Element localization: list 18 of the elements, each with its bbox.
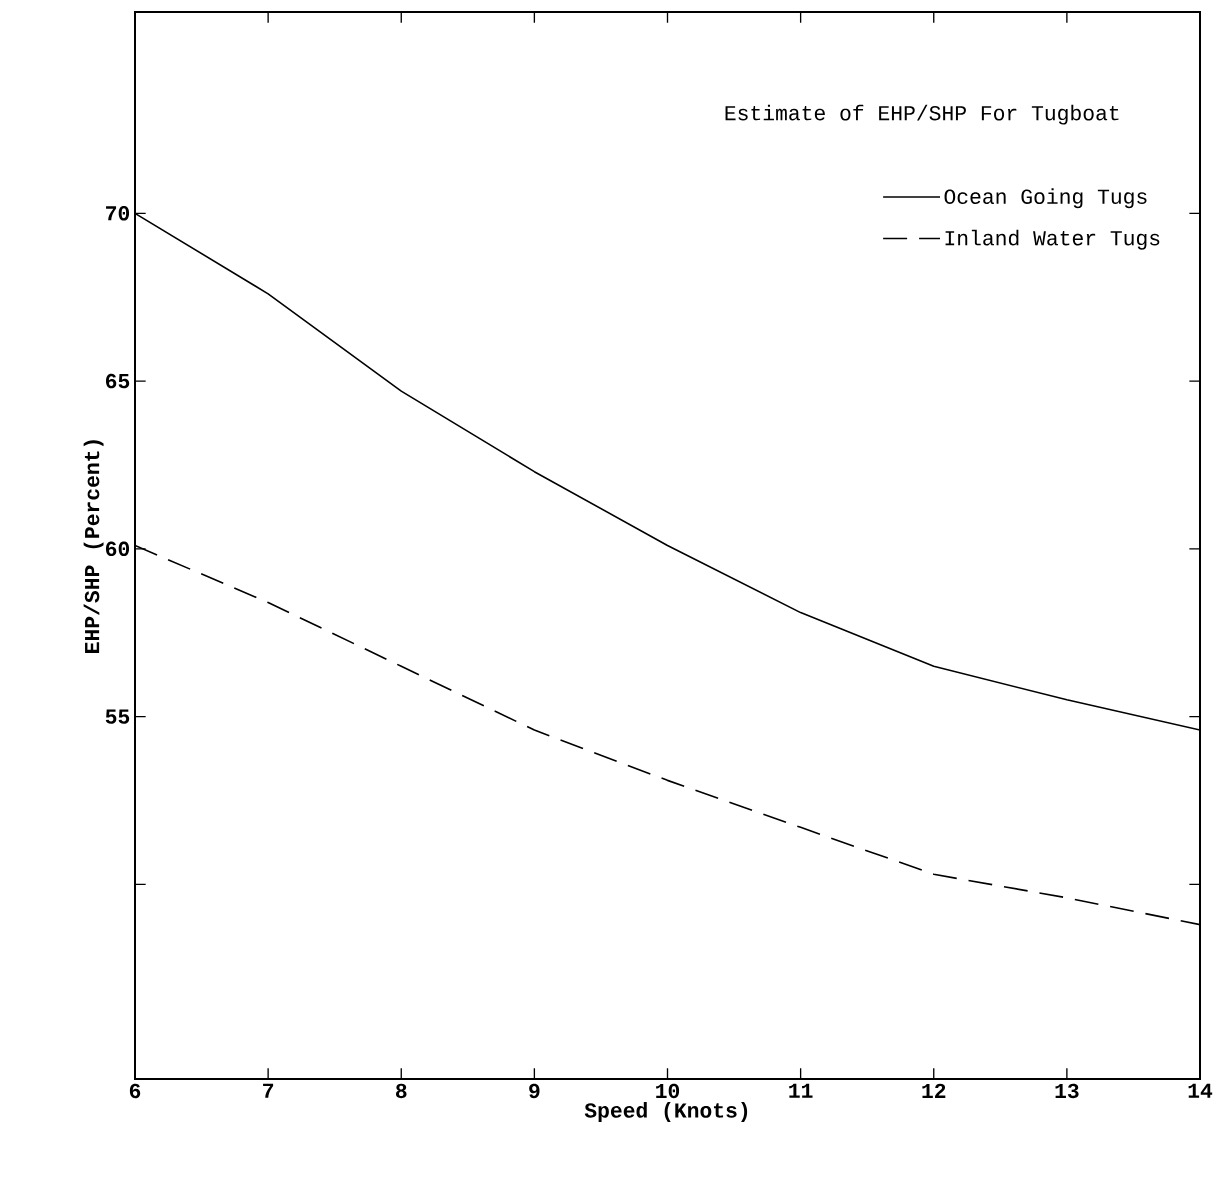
y-tick-label: 60	[105, 541, 130, 557]
x-tick-label: 8	[395, 1083, 407, 1099]
legend-label: Inland Water Tugs	[945, 229, 1160, 250]
legend-label: Ocean Going Tugs	[944, 188, 1147, 209]
x-tick-label: 13	[1055, 1083, 1079, 1099]
x-tick-label: 7	[263, 1083, 274, 1098]
text: Estimate of EHP/SHP For Tugboat	[725, 104, 1119, 125]
y-tick-label: 65	[105, 373, 130, 389]
x-tick-label: 14	[1188, 1083, 1213, 1098]
x-tick-label: 12	[922, 1083, 946, 1098]
x-tick-label: 10	[656, 1083, 680, 1099]
y-axis-title: EHP/SHP (Percent)	[83, 440, 104, 653]
x-axis-title: Speed (Knots)	[584, 1102, 748, 1122]
y-tick-label: 55	[105, 709, 130, 724]
x-tick-label: 9	[529, 1083, 540, 1099]
y-tick-label: 70	[106, 206, 130, 221]
x-tick-label: 6	[129, 1083, 141, 1099]
x-tick-label: 11	[789, 1083, 813, 1098]
